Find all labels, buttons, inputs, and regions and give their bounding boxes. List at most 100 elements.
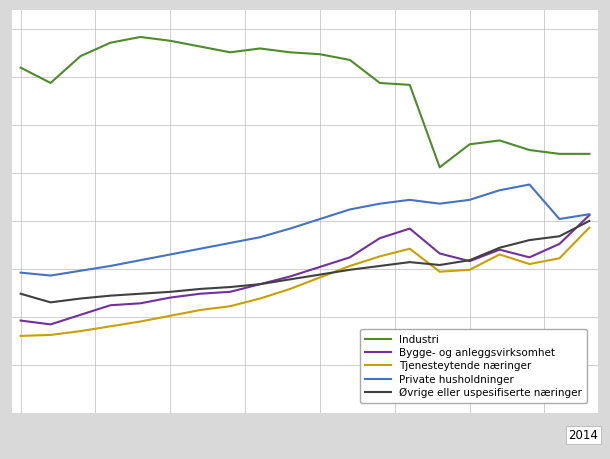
Øvrige eller uspesifiserte næringer (286, 277, 293, 282)
Bygge- og anleggsvirksomhet (196, 291, 204, 297)
Bygge- og anleggsvirksomhet (17, 318, 24, 323)
Industri (586, 151, 593, 157)
Tjenesteytende næringer (137, 319, 144, 324)
Øvrige eller uspesifiserte næringer (556, 234, 563, 239)
Tjenesteytende næringer (17, 333, 24, 339)
Tjenesteytende næringer (466, 267, 473, 273)
Bygge- og anleggsvirksomhet (226, 289, 234, 295)
Private husholdninger (346, 207, 354, 212)
Tjenesteytende næringer (496, 252, 503, 257)
Industri (107, 40, 114, 45)
Tjenesteytende næringer (226, 303, 234, 309)
Private husholdninger (167, 252, 174, 257)
Private husholdninger (317, 216, 324, 222)
Industri (77, 53, 84, 59)
Tjenesteytende næringer (436, 269, 443, 274)
Private husholdninger (17, 270, 24, 275)
Legend: Industri, Bygge- og anleggsvirksomhet, Tjenesteytende næringer, Private husholdn: Industri, Bygge- og anleggsvirksomhet, T… (360, 329, 587, 403)
Bygge- og anleggsvirksomhet (556, 241, 563, 246)
Øvrige eller uspesifiserte næringer (167, 289, 174, 295)
Øvrige eller uspesifiserte næringer (586, 218, 593, 224)
Øvrige eller uspesifiserte næringer (346, 267, 354, 273)
Private husholdninger (436, 201, 443, 207)
Øvrige eller uspesifiserte næringer (77, 296, 84, 301)
Bygge- og anleggsvirksomhet (256, 281, 264, 287)
Øvrige eller uspesifiserte næringer (406, 259, 414, 265)
Text: 2014: 2014 (569, 429, 598, 442)
Private husholdninger (556, 216, 563, 222)
Private husholdninger (496, 188, 503, 193)
Øvrige eller uspesifiserte næringer (496, 245, 503, 251)
Øvrige eller uspesifiserte næringer (17, 291, 24, 297)
Industri (317, 51, 324, 57)
Tjenesteytende næringer (556, 256, 563, 261)
Industri (376, 80, 384, 86)
Industri (466, 141, 473, 147)
Tjenesteytende næringer (317, 274, 324, 280)
Private husholdninger (586, 212, 593, 217)
Øvrige eller uspesifiserte næringer (196, 286, 204, 292)
Industri (496, 138, 503, 143)
Tjenesteytende næringer (77, 328, 84, 334)
Bygge- og anleggsvirksomhet (137, 301, 144, 306)
Øvrige eller uspesifiserte næringer (526, 237, 533, 243)
Bygge- og anleggsvirksomhet (346, 255, 354, 260)
Bygge- og anleggsvirksomhet (167, 295, 174, 300)
Private husholdninger (107, 263, 114, 269)
Tjenesteytende næringer (196, 307, 204, 313)
Øvrige eller uspesifiserte næringer (226, 284, 234, 290)
Tjenesteytende næringer (256, 296, 264, 301)
Øvrige eller uspesifiserte næringer (376, 263, 384, 269)
Bygge- og anleggsvirksomhet (496, 247, 503, 252)
Øvrige eller uspesifiserte næringer (466, 257, 473, 263)
Øvrige eller uspesifiserte næringer (137, 291, 144, 297)
Private husholdninger (196, 246, 204, 252)
Industri (286, 50, 293, 55)
Private husholdninger (376, 201, 384, 207)
Bygge- og anleggsvirksomhet (586, 213, 593, 218)
Industri (196, 44, 204, 49)
Private husholdninger (47, 273, 54, 278)
Private husholdninger (526, 182, 533, 187)
Industri (256, 46, 264, 51)
Industri (17, 65, 24, 70)
Line: Tjenesteytende næringer: Tjenesteytende næringer (21, 228, 589, 336)
Bygge- og anleggsvirksomhet (526, 255, 533, 260)
Private husholdninger (466, 197, 473, 202)
Bygge- og anleggsvirksomhet (317, 264, 324, 270)
Bygge- og anleggsvirksomhet (286, 274, 293, 279)
Private husholdninger (256, 235, 264, 240)
Øvrige eller uspesifiserte næringer (256, 281, 264, 287)
Tjenesteytende næringer (586, 225, 593, 230)
Industri (47, 80, 54, 86)
Industri (406, 82, 414, 88)
Industri (226, 50, 234, 55)
Bygge- og anleggsvirksomhet (77, 312, 84, 318)
Line: Private husholdninger: Private husholdninger (21, 185, 589, 275)
Tjenesteytende næringer (286, 286, 293, 292)
Tjenesteytende næringer (376, 254, 384, 259)
Industri (436, 164, 443, 170)
Tjenesteytende næringer (346, 263, 354, 269)
Tjenesteytende næringer (167, 313, 174, 319)
Bygge- og anleggsvirksomhet (436, 251, 443, 256)
Private husholdninger (406, 197, 414, 202)
Line: Industri: Industri (21, 37, 589, 167)
Bygge- og anleggsvirksomhet (376, 235, 384, 241)
Private husholdninger (226, 240, 234, 246)
Industri (556, 151, 563, 157)
Industri (167, 38, 174, 44)
Tjenesteytende næringer (406, 246, 414, 252)
Private husholdninger (77, 268, 84, 274)
Øvrige eller uspesifiserte næringer (436, 262, 443, 268)
Bygge- og anleggsvirksomhet (466, 258, 473, 264)
Tjenesteytende næringer (47, 332, 54, 338)
Line: Øvrige eller uspesifiserte næringer: Øvrige eller uspesifiserte næringer (21, 221, 589, 302)
Industri (346, 57, 354, 63)
Industri (526, 147, 533, 153)
Bygge- og anleggsvirksomhet (107, 302, 114, 308)
Tjenesteytende næringer (107, 324, 114, 329)
Private husholdninger (137, 257, 144, 263)
Øvrige eller uspesifiserte næringer (47, 300, 54, 305)
Line: Bygge- og anleggsvirksomhet: Bygge- og anleggsvirksomhet (21, 215, 589, 325)
